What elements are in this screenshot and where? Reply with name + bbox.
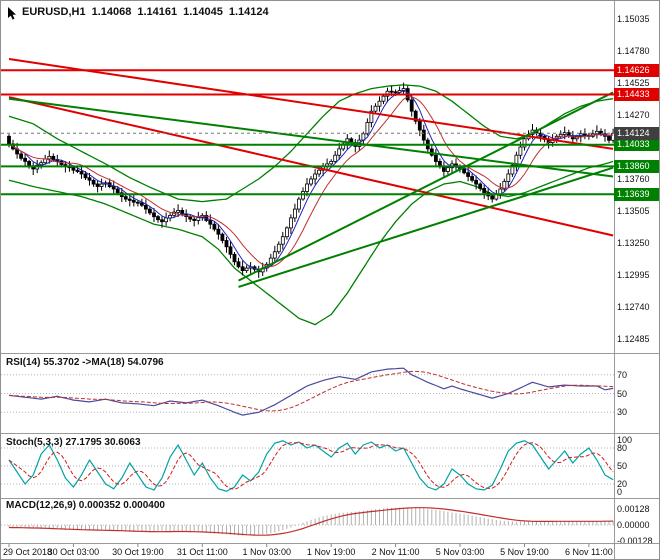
support-price-badge: 1.13860 <box>614 159 659 173</box>
y-axis-price-label: 1.12740 <box>617 301 650 312</box>
y-axis-price-label: 1.12995 <box>617 269 650 280</box>
stoch-axis-label: 100 <box>617 435 633 445</box>
ohlc-open: 1.14068 <box>91 6 132 18</box>
time-axis-label: 29 Oct 2018 <box>3 547 53 557</box>
trendline-red-1[interactable] <box>8 58 614 150</box>
cursor-icon <box>8 7 18 26</box>
y-axis-price-label: 1.14270 <box>617 109 650 120</box>
price-axis-separator <box>614 1 615 559</box>
rsi-axis-label: 50 <box>617 388 628 399</box>
stoch-axis-label: 0 <box>617 487 623 497</box>
chart-header: EURUSD,H1 1.14068 1.14161 1.14045 1.14124 <box>22 6 275 18</box>
bollinger-band-lower <box>8 160 614 326</box>
symbol-period-label: EURUSD,H1 <box>22 6 86 18</box>
macd-indicator-label: MACD(12,26,9) 0.000352 0.000400 <box>6 500 165 511</box>
time-axis-label: 5 Nov 03:00 <box>435 547 485 557</box>
time-axis-label: 1 Nov 19:00 <box>306 547 356 557</box>
macd-signal-line <box>8 507 614 536</box>
y-axis-price-label: 1.13250 <box>617 237 650 248</box>
rsi-line <box>8 367 614 416</box>
y-axis-price-label: 1.13760 <box>617 173 650 184</box>
y-axis-price-label: 1.14525 <box>617 78 650 88</box>
trendline-green-3[interactable] <box>8 97 614 178</box>
y-axis-price-label: 1.14780 <box>617 46 650 56</box>
ohlc-high: 1.14161 <box>137 6 178 18</box>
stoch-d-line <box>8 442 614 490</box>
ohlc-close: 1.14124 <box>228 6 269 18</box>
panel-divider-main-rsi[interactable] <box>1 353 659 354</box>
ma-fast-line <box>8 90 614 270</box>
trendline-green-5[interactable] <box>238 166 614 288</box>
resistance-price-badge: 1.14433 <box>614 88 659 102</box>
macd-axis-label: -0.00128 <box>617 536 653 547</box>
macd-axis-label: 0.00000 <box>617 519 650 530</box>
current-price-badge: 1.14124 <box>614 126 659 140</box>
support-price-badge: 1.14033 <box>614 138 659 152</box>
ohlc-low: 1.14045 <box>183 6 223 18</box>
rsi-axis-label: 30 <box>617 407 628 418</box>
rsi-ma-line <box>8 370 614 412</box>
macd-axis-label: 0.00128 <box>617 503 650 514</box>
stochastic-indicator-label: Stoch(5,3,3) 27.1795 30.6063 <box>6 437 141 448</box>
time-axis-label: 1 Nov 03:00 <box>242 547 291 557</box>
y-axis-price-label: 1.13505 <box>617 205 650 216</box>
ma-slow-line <box>8 96 614 268</box>
stoch-k-line <box>8 440 614 492</box>
panel-divider-stoch-macd[interactable] <box>1 498 659 499</box>
time-axis-label: 5 Nov 19:00 <box>500 547 549 557</box>
time-axis-label: 30 Oct 19:00 <box>112 547 164 557</box>
time-axis-label: 6 Nov 11:00 <box>564 547 613 557</box>
stoch-axis-label: 20 <box>617 479 628 489</box>
support-price-badge: 1.13639 <box>614 187 659 201</box>
time-axis-label: 30 Oct 03:00 <box>47 547 100 557</box>
stoch-axis-label: 80 <box>617 443 628 453</box>
rsi-indicator-label: RSI(14) 55.3702 ->MA(18) 54.0796 <box>6 357 164 368</box>
y-axis-price-label: 1.12485 <box>617 333 650 344</box>
macd-histogram <box>8 507 614 536</box>
candles-layer <box>7 82 615 278</box>
stoch-axis-label: 50 <box>617 461 628 471</box>
time-axis-label: 31 Oct 11:00 <box>176 547 228 557</box>
rsi-axis-label: 70 <box>617 369 628 380</box>
time-axis-label: 2 Nov 11:00 <box>371 547 420 557</box>
resistance-price-badge: 1.14626 <box>614 63 659 77</box>
panel-divider-rsi-stoch[interactable] <box>1 433 659 434</box>
y-axis-price-label: 1.15035 <box>617 14 650 24</box>
trendline-green-4[interactable] <box>238 91 614 282</box>
time-axis-separator <box>1 543 659 544</box>
